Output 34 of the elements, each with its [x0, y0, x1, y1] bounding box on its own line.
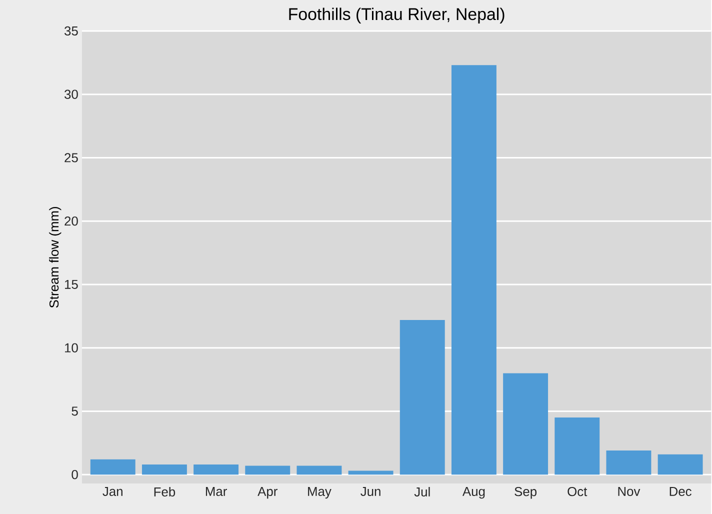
y-axis-title: Stream flow (mm) — [49, 206, 62, 308]
x-tick-label: Apr — [258, 486, 278, 498]
bar — [194, 464, 239, 474]
bar — [606, 450, 652, 474]
x-tick-label: Jun — [360, 486, 380, 496]
x-tick-label: May — [308, 486, 332, 498]
x-tick-label: Mar — [206, 486, 227, 496]
bar — [503, 372, 548, 474]
y-tick-label: 15 — [64, 280, 78, 289]
bar — [451, 64, 496, 474]
x-tick-label: Oct — [568, 486, 588, 496]
chart-title: Foothills (Tinau River, Nepal) — [289, 7, 504, 24]
x-tick-label: Dec — [670, 486, 692, 496]
bar — [142, 464, 187, 474]
bar — [245, 466, 290, 474]
x-tick-label: Jan — [102, 486, 122, 496]
y-tick-label: 35 — [64, 26, 78, 36]
y-tick-label: 10 — [64, 343, 78, 352]
x-tick-label: Jul — [414, 486, 430, 496]
bar — [296, 466, 342, 474]
x-tick-label: Feb — [154, 486, 176, 496]
y-tick-label: 25 — [64, 152, 78, 162]
bar — [348, 470, 394, 474]
y-tick-label: 30 — [64, 90, 78, 99]
bar — [554, 417, 600, 474]
x-tick-label: Sep — [514, 486, 537, 498]
y-tick-label: 0 — [72, 470, 78, 479]
x-tick-label: Aug — [462, 486, 485, 498]
y-tick-label: 5 — [72, 406, 78, 416]
bar — [400, 320, 445, 474]
x-tick-label: Nov — [618, 486, 640, 496]
bar — [90, 459, 136, 474]
y-tick-label: 20 — [64, 216, 78, 226]
bar — [658, 454, 703, 474]
